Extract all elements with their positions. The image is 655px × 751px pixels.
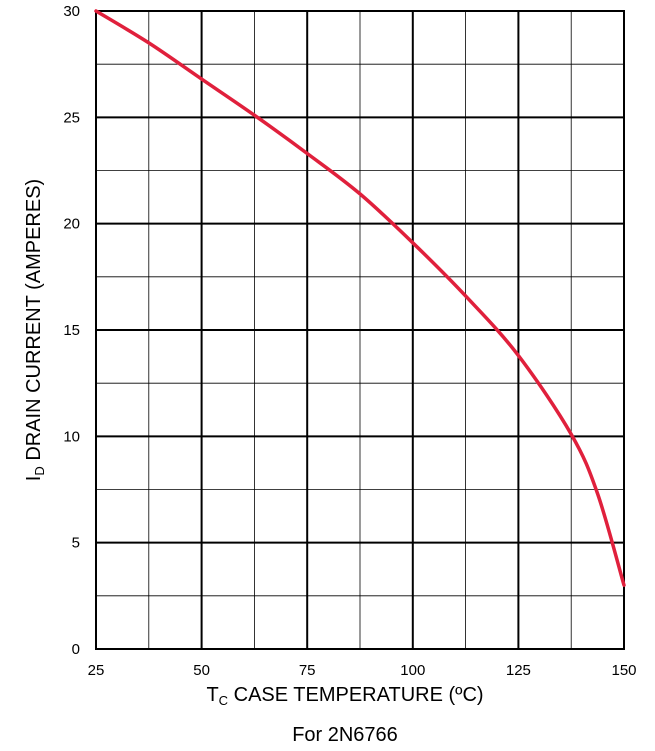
y-tick-label: 25 (63, 109, 80, 126)
x-axis-title: TC CASE TEMPERATURE (ºC) (206, 684, 483, 708)
y-tick-label: 5 (72, 535, 80, 552)
plot-frame (95, 10, 625, 650)
x-tick-label: 100 (400, 662, 425, 679)
x-tick-label: 50 (193, 662, 210, 679)
x-tick-label: 150 (611, 662, 636, 679)
x-tick-label: 125 (506, 662, 531, 679)
y-tick-label: 15 (63, 322, 80, 339)
chart-caption: For 2N6766 (292, 724, 398, 746)
y-tick-label: 30 (63, 3, 80, 20)
x-tick-label: 75 (299, 662, 316, 679)
grid (95, 10, 625, 650)
x-tick-label: 25 (88, 662, 105, 679)
y-tick-label: 0 (72, 641, 80, 658)
series-layer (94, 9, 626, 587)
tick-labels: 25 50 75 100 125 150 0 5 10 15 20 25 30 (63, 3, 636, 679)
y-tick-label: 20 (63, 216, 80, 233)
y-axis-title: ID DRAIN CURRENT (AMPERES) (23, 179, 47, 481)
series-line (94, 9, 626, 587)
y-tick-label: 10 (63, 428, 80, 445)
